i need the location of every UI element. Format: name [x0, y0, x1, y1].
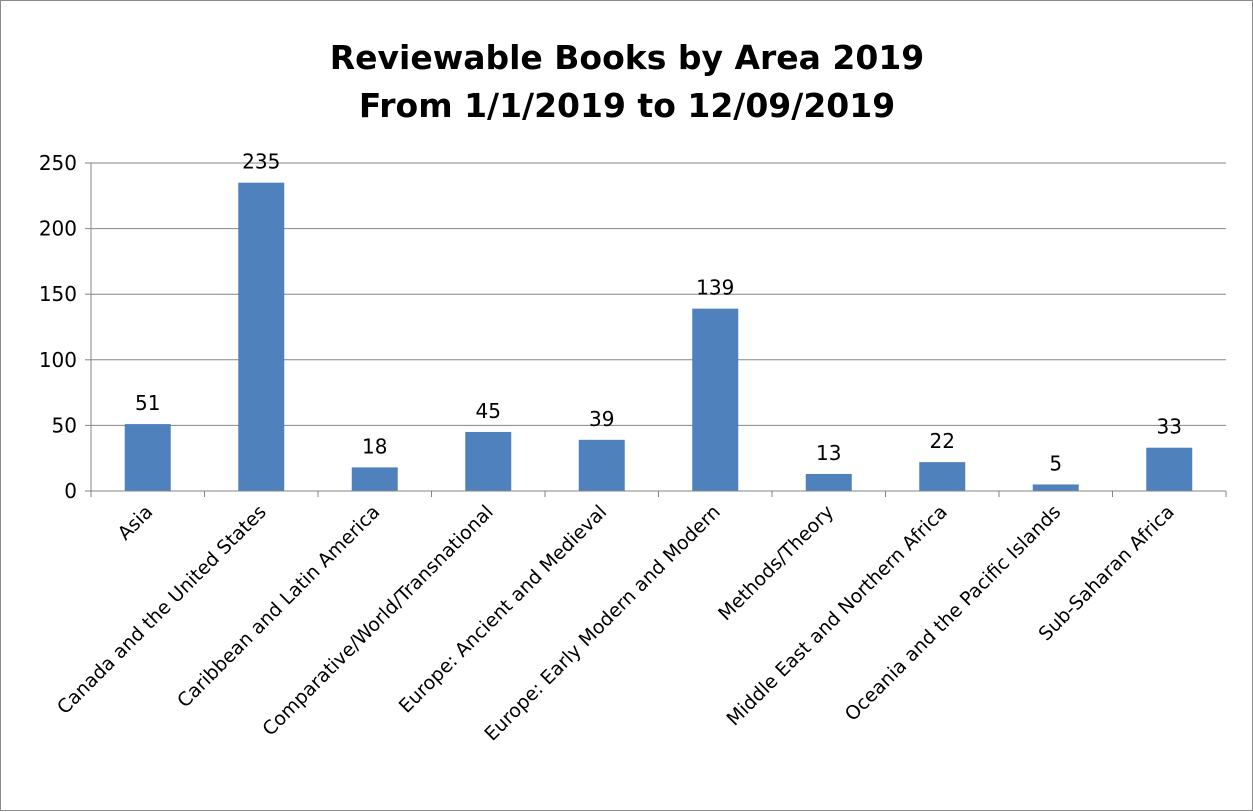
bar	[1032, 484, 1079, 491]
data-label: 45	[476, 399, 501, 423]
bar	[805, 473, 852, 491]
data-label: 51	[135, 391, 160, 415]
category-label: Caribbean and Latin America	[173, 501, 384, 712]
bar	[692, 308, 739, 491]
data-label: 235	[242, 150, 280, 174]
bar	[238, 182, 285, 491]
chart-subtitle: From 1/1/2019 to 12/09/2019	[359, 86, 895, 125]
bar	[1146, 447, 1193, 491]
y-tick-label: 200	[39, 217, 77, 241]
category-label: Comparative/World/Transnational	[258, 501, 497, 740]
y-tick-label: 150	[39, 282, 77, 306]
bars	[124, 182, 1193, 491]
chart-title: Reviewable Books by Area 2019	[330, 38, 925, 77]
y-tick-label: 50	[52, 413, 77, 437]
bar	[465, 431, 512, 491]
data-label: 18	[362, 434, 387, 458]
category-label: Oceania and the Pacific Islands	[841, 501, 1066, 726]
y-tick-label: 100	[39, 348, 77, 372]
y-tick-label: 0	[64, 479, 77, 503]
y-tick-label: 250	[39, 151, 77, 175]
category-label: Asia	[114, 501, 158, 545]
bar	[124, 424, 171, 491]
data-label: 22	[930, 429, 955, 453]
data-label: 33	[1157, 415, 1182, 439]
category-label: Europe: Ancient and Medieval	[395, 501, 612, 718]
category-label: Europe: Early Modern and Modern	[480, 501, 724, 745]
bar	[919, 462, 966, 491]
data-label: 5	[1049, 451, 1062, 475]
category-label: Methods/Theory	[714, 501, 838, 625]
category-label: Canada and the United States	[53, 501, 271, 719]
category-label: Middle East and Northern Africa	[723, 501, 952, 730]
data-label: 139	[696, 276, 734, 300]
data-labels: 51 235 18 45 39 139 13 22 5 33	[135, 150, 1182, 476]
data-label: 39	[589, 407, 614, 431]
bar	[351, 467, 398, 491]
data-label: 13	[816, 441, 841, 465]
bar	[578, 439, 625, 491]
